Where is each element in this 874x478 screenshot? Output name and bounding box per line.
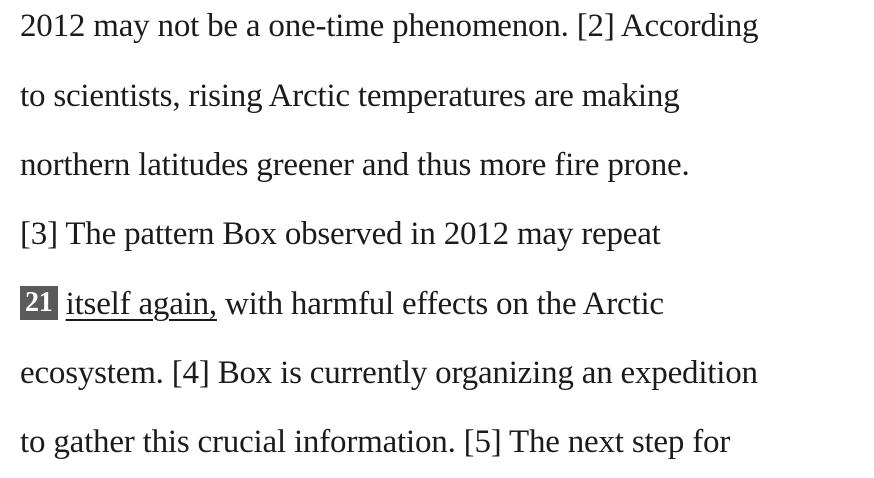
question-number-badge[interactable]: 21 <box>20 286 58 320</box>
passage-line-1: 2012 may not be a one-time phenomenon. [… <box>20 8 759 44</box>
passage-line-3: northern latitudes greener and thus more… <box>20 147 690 183</box>
passage-line-4: [3] The pattern Box observed in 2012 may… <box>20 216 661 252</box>
passage-line-5-rest: with harmful effects on the Arctic <box>216 286 664 322</box>
underlined-question-text[interactable]: itself again, <box>65 286 218 322</box>
passage-line-5: 21 itself again, with harmful effects on … <box>20 284 664 324</box>
passage-line-7: to gather this crucial information. [5] … <box>20 424 731 460</box>
passage-line-6: ecosystem. [4] Box is currently organizi… <box>20 355 758 391</box>
passage-line-2: to scientists, rising Arctic temperature… <box>20 78 680 114</box>
